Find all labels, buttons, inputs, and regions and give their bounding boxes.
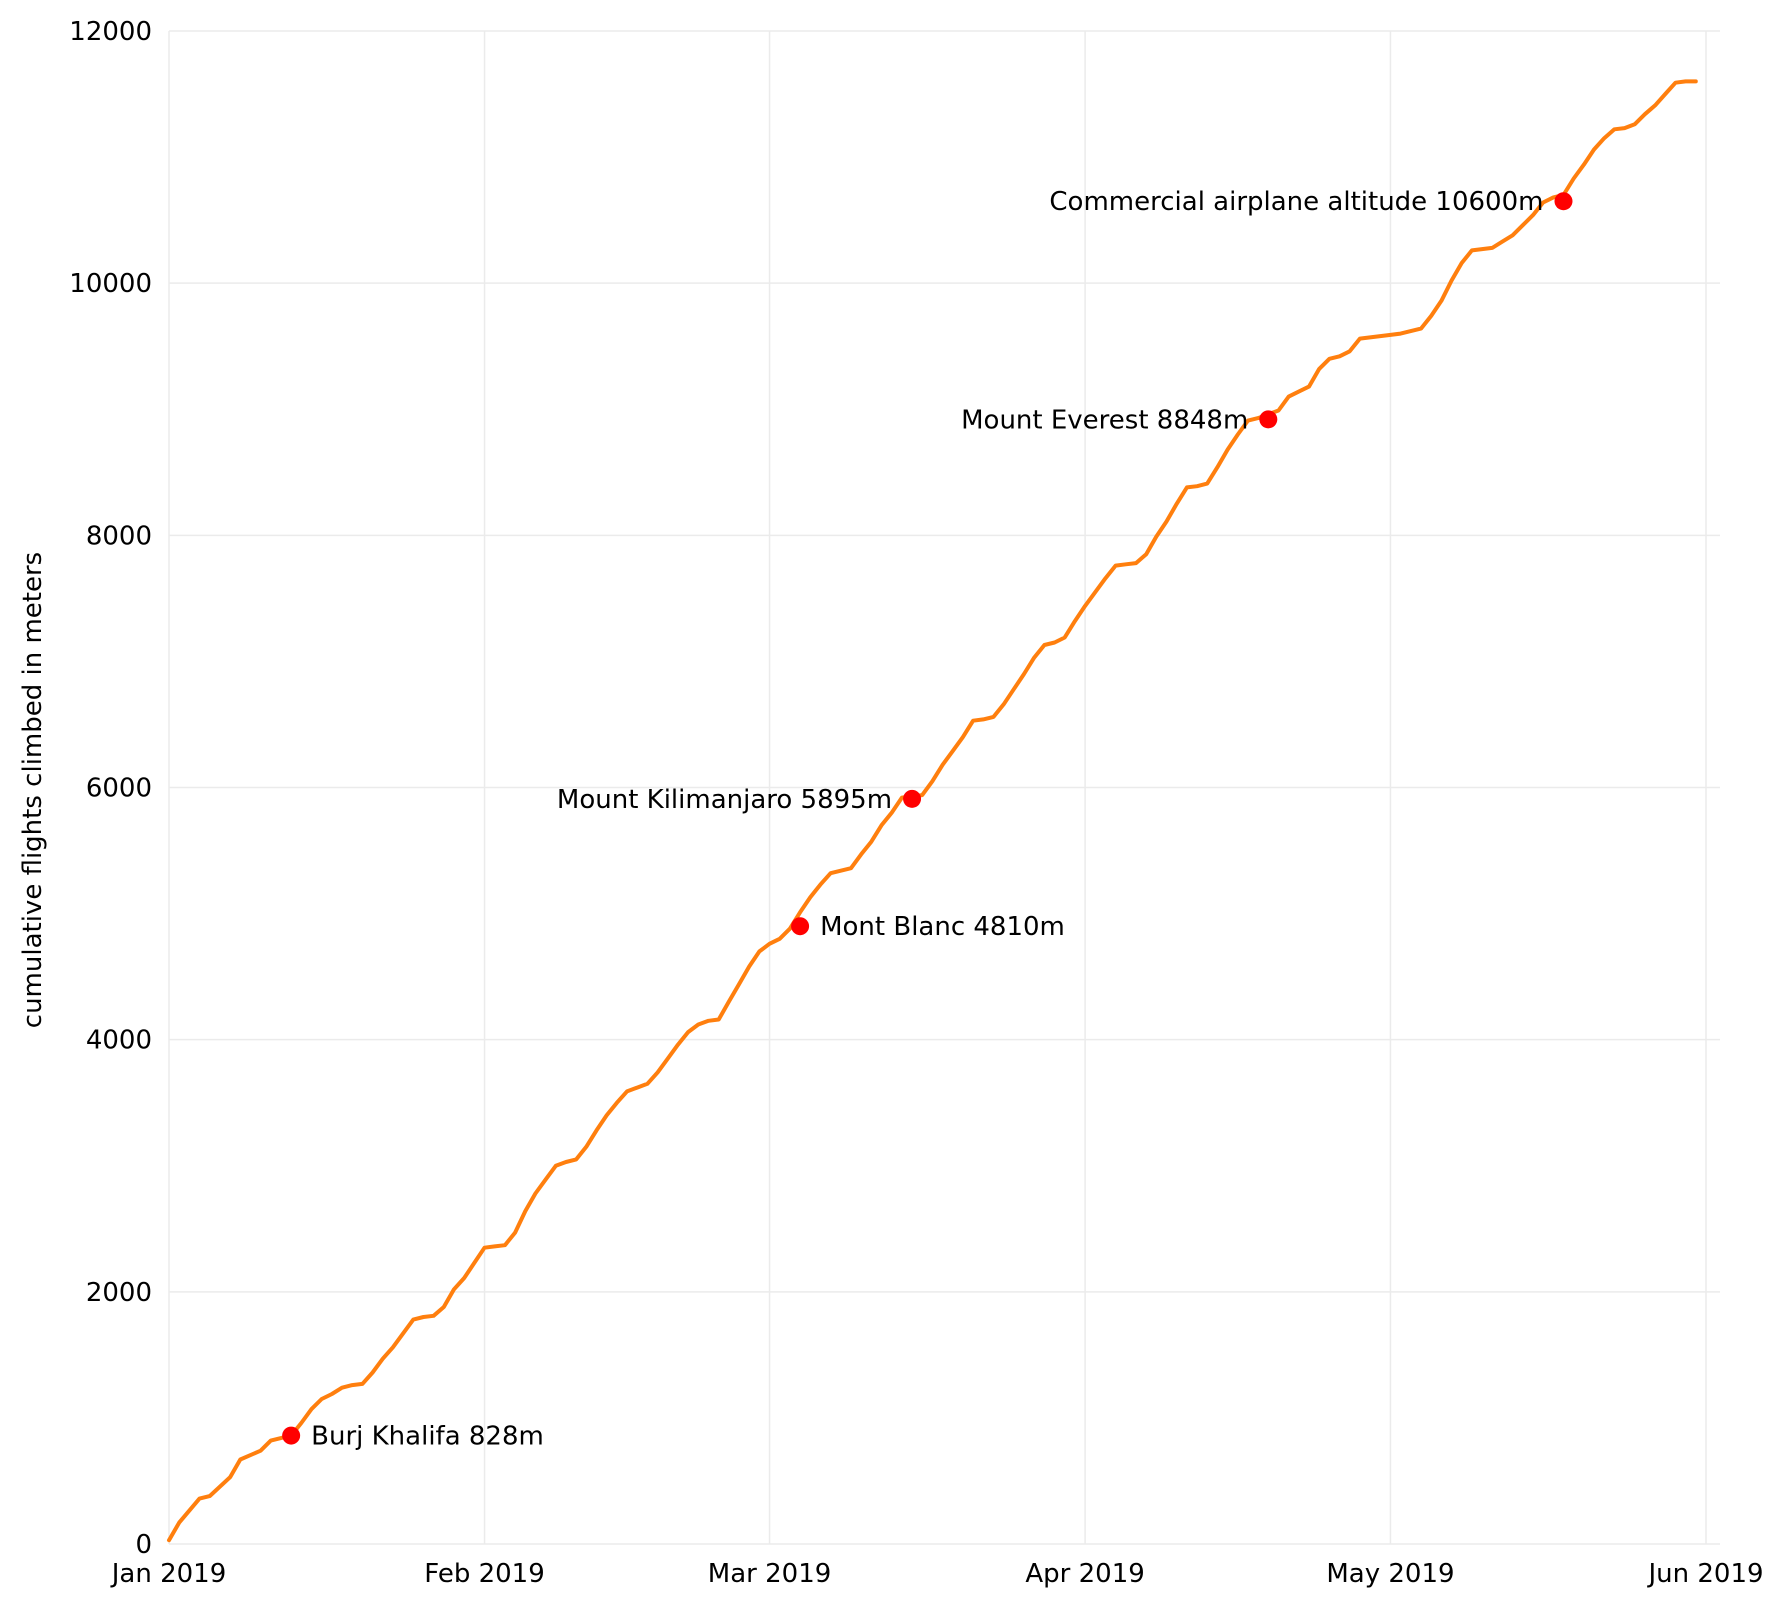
x-tick-label: Jun 2019 [1646,1559,1763,1589]
milestone-marker [1554,192,1573,211]
milestone-marker [1259,410,1278,429]
x-tick-label: Apr 2019 [1025,1559,1144,1589]
milestone-marker [282,1426,301,1445]
marker-layer: Burj Khalifa 828m Mont Blanc 4810m Mount K… [282,187,1573,1452]
y-tick-label: 0 [135,1530,152,1560]
milestone-label: Burj Khalifa 828m [311,1422,544,1452]
x-tick-labels: Jan 2019 Feb 2019 Mar 2019 Apr 2019 May 2019… [110,1559,1764,1589]
cumulative-climb-line [167,79,1698,1543]
y-axis-title: cumulative flights climbed in meters [18,552,48,1028]
y-tick-label: 2000 [86,1278,152,1308]
x-tick-label: May 2019 [1326,1559,1454,1589]
y-tick-label: 12000 [69,17,152,47]
y-tick-label: 10000 [69,269,152,299]
series-layer [167,79,1698,1543]
x-tick-label: Feb 2019 [424,1559,544,1589]
milestone-marker [903,789,922,808]
x-tick-label: Jan 2019 [110,1559,227,1589]
milestone-label: Mont Blanc 4810m [820,912,1065,942]
milestone-marker [791,917,810,936]
y-tick-labels: 0 2000 4000 6000 8000 10000 12000 [69,17,152,1560]
y-gridlines [169,30,1720,1545]
milestone-label: Commercial airplane altitude 10600m [1049,187,1543,217]
milestone-label: Mount Kilimanjaro 5895m [557,785,892,815]
milestone-label: Mount Everest 8848m [961,405,1248,435]
y-tick-label: 4000 [86,1026,152,1056]
y-tick-label: 6000 [86,774,152,804]
x-tick-label: Mar 2019 [708,1559,832,1589]
y-tick-label: 8000 [86,521,152,551]
